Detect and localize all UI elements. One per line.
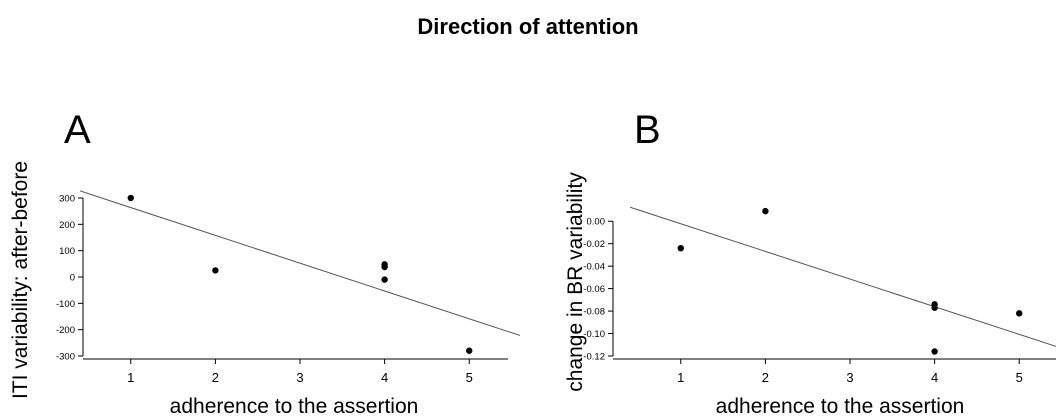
panel-letter-a: A [64,108,91,152]
y-axis-label-b: change in BR variability [564,172,587,392]
x-tick-label-b: 5 [1016,370,1023,385]
data-point-a [127,194,134,202]
x-tick-label-a: 3 [296,370,303,385]
y-tick-label-a: 100 [59,246,75,257]
y-tick-label-b: 0.00 [587,217,606,228]
y-tick-label-a: 300 [59,194,75,205]
data-point-b [931,348,938,355]
x-tick-label-a: 1 [127,370,134,385]
figure-title: Direction of attention [417,14,639,39]
data-point-b [677,244,684,252]
data-point-b [1016,310,1023,317]
panel-b: B -0.12 -0.10 -0.08 -0.06 -0.04 -0.02 0.00 1 2 3 4 5… [564,108,1056,417]
x-axis-label-b: adherence to the assertion [716,395,965,417]
y-tick-label-a: 200 [59,220,75,231]
x-axis-label-a: adherence to the assertion [170,395,419,417]
data-point-a [466,347,473,354]
data-point-a [381,263,388,271]
y-tick-label-b: -0.06 [583,284,605,295]
x-tick-label-b: 1 [677,370,684,385]
regression-line-a [80,190,520,336]
y-tick-label-b: -0.10 [583,329,605,340]
data-point-a [381,276,388,283]
y-axis-label-a: ITI variability: after-before [9,161,32,399]
x-tick-label-a: 5 [466,370,473,385]
y-tick-label-a: -200 [56,325,75,336]
panel-a: A -300 -200 -100 0 100 200 300 1 2 3 4 5 adherence to… [9,108,520,417]
y-tick-label-b: -0.08 [583,307,605,318]
y-tick-label-b: -0.04 [583,262,605,273]
regression-line-b [630,206,1056,347]
data-point-a [212,267,219,274]
y-tick-label-b: -0.02 [583,239,605,250]
y-tick-label-a: -100 [56,299,75,310]
x-tick-label-a: 2 [212,370,219,385]
data-point-b [931,304,938,311]
x-tick-label-a: 4 [381,370,388,385]
x-tick-label-b: 2 [762,370,769,385]
y-tick-label-a: 0 [70,273,75,284]
panel-letter-b: B [634,108,661,152]
x-tick-label-b: 4 [931,370,938,385]
y-tick-label-a: -300 [56,352,75,363]
data-point-b [762,207,769,215]
x-tick-label-b: 3 [846,370,853,385]
y-tick-label-b: -0.12 [583,352,605,363]
